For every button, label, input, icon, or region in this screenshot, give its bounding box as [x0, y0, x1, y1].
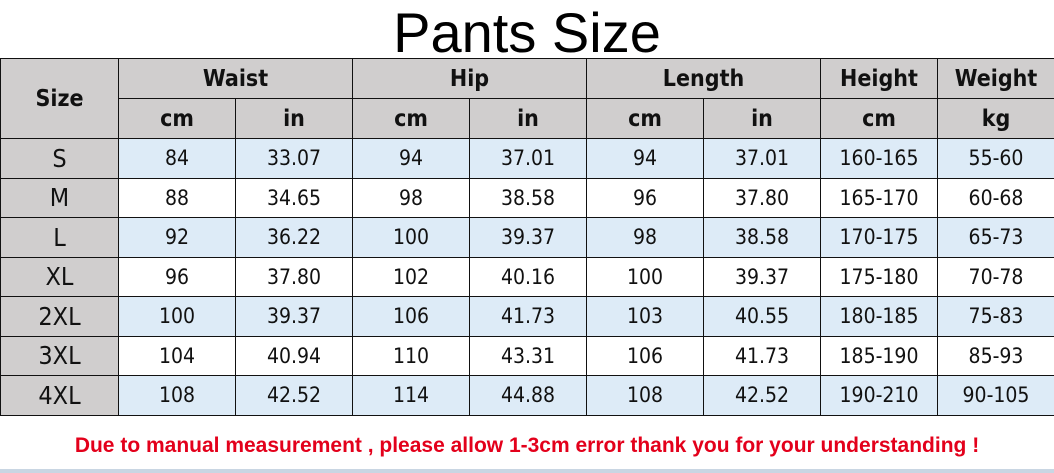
- divider: [0, 469, 1054, 473]
- unit-header: in: [703, 98, 821, 139]
- value-cell: 37.80: [235, 256, 353, 297]
- unit-header: cm: [352, 98, 470, 139]
- value-cell: 36.22: [235, 217, 353, 258]
- table-row: L 92 36.22 100 39.37 98 38.58 170-175 65-73: [0, 217, 1054, 258]
- value-cell: 38.58: [469, 177, 587, 218]
- value-cell: 39.37: [469, 217, 587, 258]
- size-header: Size: [0, 58, 119, 139]
- value-cell: 190-210: [820, 375, 938, 416]
- value-cell: 85-93: [937, 335, 1054, 376]
- value-cell: 106: [586, 335, 704, 376]
- value-cell: 65-73: [937, 217, 1054, 258]
- value-cell: 40.55: [703, 296, 821, 337]
- value-cell: 38.58: [703, 217, 821, 258]
- header-row-groups: Size Waist Hip Length Height Weight: [0, 58, 1054, 139]
- height-header: Height: [820, 58, 938, 99]
- value-cell: 41.73: [703, 335, 821, 376]
- value-cell: 98: [352, 177, 470, 218]
- value-cell: 55-60: [937, 138, 1054, 179]
- unit-header: in: [235, 98, 353, 139]
- value-cell: 41.73: [469, 296, 587, 337]
- value-cell: 102: [352, 256, 470, 297]
- size-cell: 2XL: [0, 296, 119, 337]
- size-table: Size Waist Hip Length Height Weight cm i…: [0, 58, 1054, 416]
- value-cell: 37.01: [703, 138, 821, 179]
- value-cell: 96: [118, 256, 236, 297]
- value-cell: 84: [118, 138, 236, 179]
- value-cell: 60-68: [937, 177, 1054, 218]
- size-cell: M: [0, 177, 119, 218]
- value-cell: 110: [352, 335, 470, 376]
- unit-header: cm: [820, 98, 938, 139]
- value-cell: 33.07: [235, 138, 353, 179]
- value-cell: 170-175: [820, 217, 938, 258]
- value-cell: 37.01: [469, 138, 587, 179]
- table-row: 2XL 100 39.37 106 41.73 103 40.55 180-185 75-83: [0, 296, 1054, 337]
- length-header: Length: [586, 58, 821, 99]
- value-cell: 96: [586, 177, 704, 218]
- value-cell: 44.88: [469, 375, 587, 416]
- value-cell: 39.37: [703, 256, 821, 297]
- table-row: XL 96 37.80 102 40.16 100 39.37 175-180 70-78: [0, 256, 1054, 297]
- hip-header: Hip: [352, 58, 587, 99]
- value-cell: 40.16: [469, 256, 587, 297]
- value-cell: 34.65: [235, 177, 353, 218]
- value-cell: 165-170: [820, 177, 938, 218]
- value-cell: 108: [118, 375, 236, 416]
- table-row: 4XL 108 42.52 114 44.88 108 42.52 190-210 90-105: [0, 375, 1054, 416]
- value-cell: 114: [352, 375, 470, 416]
- size-cell: 3XL: [0, 335, 119, 376]
- value-cell: 40.94: [235, 335, 353, 376]
- value-cell: 88: [118, 177, 236, 218]
- value-cell: 43.31: [469, 335, 587, 376]
- measurement-note: Due to manual measurement , please allow…: [74, 434, 980, 457]
- size-cell: L: [0, 217, 119, 258]
- value-cell: 98: [586, 217, 704, 258]
- weight-header: Weight: [937, 58, 1054, 99]
- value-cell: 37.80: [703, 177, 821, 218]
- value-cell: 180-185: [820, 296, 938, 337]
- value-cell: 106: [352, 296, 470, 337]
- unit-header: in: [469, 98, 587, 139]
- value-cell: 103: [586, 296, 704, 337]
- unit-header: cm: [118, 98, 236, 139]
- table-row: 3XL 104 40.94 110 43.31 106 41.73 185-190 85-93: [0, 335, 1054, 376]
- value-cell: 175-180: [820, 256, 938, 297]
- value-cell: 92: [118, 217, 236, 258]
- value-cell: 90-105: [937, 375, 1054, 416]
- value-cell: 94: [586, 138, 704, 179]
- value-cell: 42.52: [235, 375, 353, 416]
- value-cell: 185-190: [820, 335, 938, 376]
- unit-header: kg: [937, 98, 1054, 139]
- value-cell: 70-78: [937, 256, 1054, 297]
- size-cell: XL: [0, 256, 119, 297]
- size-cell: S: [0, 138, 119, 179]
- value-cell: 100: [352, 217, 470, 258]
- value-cell: 39.37: [235, 296, 353, 337]
- header-row-units: cm in cm in cm in cm kg: [1, 98, 1054, 139]
- table-row: S 84 33.07 94 37.01 94 37.01 160-165 55-60: [0, 138, 1054, 179]
- value-cell: 100: [118, 296, 236, 337]
- value-cell: 108: [586, 375, 704, 416]
- value-cell: 42.52: [703, 375, 821, 416]
- value-cell: 160-165: [820, 138, 938, 179]
- value-cell: 75-83: [937, 296, 1054, 337]
- size-cell: 4XL: [0, 375, 119, 416]
- waist-header: Waist: [118, 58, 353, 99]
- table-row: M 88 34.65 98 38.58 96 37.80 165-170 60-68: [0, 177, 1054, 218]
- unit-header: cm: [586, 98, 704, 139]
- page-title: Pants Size: [393, 1, 661, 64]
- value-cell: 94: [352, 138, 470, 179]
- value-cell: 100: [586, 256, 704, 297]
- value-cell: 104: [118, 335, 236, 376]
